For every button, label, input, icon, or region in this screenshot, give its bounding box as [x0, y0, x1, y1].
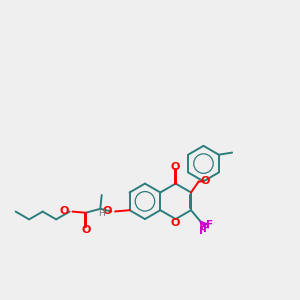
Text: F: F: [203, 224, 210, 234]
Text: O: O: [60, 206, 69, 216]
Text: O: O: [200, 176, 210, 186]
Text: F: F: [206, 220, 213, 230]
Text: O: O: [103, 206, 112, 216]
Text: F: F: [199, 226, 206, 236]
Text: O: O: [171, 162, 180, 172]
Text: O: O: [171, 218, 180, 228]
Text: H: H: [98, 208, 105, 217]
Text: O: O: [81, 225, 90, 235]
